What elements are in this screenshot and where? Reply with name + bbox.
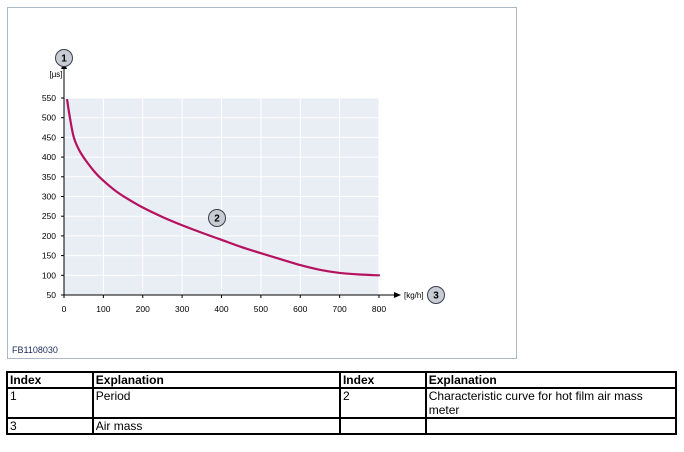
y-tick-label: 250 (42, 211, 56, 221)
table-cell: 3 (6, 417, 94, 435)
callout-label: 2 (214, 214, 220, 225)
x-tick-label: 400 (214, 304, 228, 314)
y-tick-label: 500 (42, 113, 56, 123)
y-tick-label: 150 (42, 251, 56, 261)
header-explanation-2: Explanation (424, 371, 678, 389)
x-tick-label: 500 (254, 304, 268, 314)
y-axis-label: [µs] (49, 70, 62, 79)
callout-x-axis: 3 (427, 286, 445, 304)
y-tick-label: 200 (42, 231, 56, 241)
table-cell: Period (91, 387, 341, 419)
y-tick-label: 350 (42, 172, 56, 182)
x-axis-label: [kg/h] (404, 291, 424, 300)
header-index-1: Index (6, 371, 94, 389)
x-tick-label: 300 (175, 304, 189, 314)
callout-curve: 2 (208, 209, 226, 227)
callout-circle (55, 49, 73, 67)
x-tick-label: 0 (62, 304, 67, 314)
x-tick-label: 200 (136, 304, 150, 314)
x-axis-arrow (394, 292, 401, 298)
header-index-2: Index (338, 371, 427, 389)
x-tick-label: 700 (333, 304, 347, 314)
table-cell: Characteristic curve for hot film air ma… (424, 387, 678, 419)
y-tick-label: 50 (47, 290, 57, 300)
x-tick-label: 100 (96, 304, 110, 314)
callout-circle (427, 286, 445, 304)
chart: 0 100 200 300 400 500 600 700 800550500450400350… (42, 49, 445, 314)
legend-table: Index Explanation Index Explanation 1 Pe… (6, 371, 678, 435)
table-header-row: Index Explanation Index Explanation (6, 371, 678, 389)
table-cell (424, 417, 678, 435)
y-tick-label: 450 (42, 132, 56, 142)
table-cell: 2 (338, 387, 427, 419)
callout-circle (208, 209, 226, 227)
figure-id: FB1108030 (12, 345, 58, 355)
table-cell: 1 (6, 387, 94, 419)
callout-y-axis: 1 (55, 49, 73, 67)
x-tick-label: 600 (293, 304, 307, 314)
table-cell: Air mass (91, 417, 341, 435)
table-cell (338, 417, 427, 435)
table-row: 3 Air mass (6, 417, 678, 435)
callout-label: 3 (433, 291, 439, 302)
x-tick-label: 800 (372, 304, 386, 314)
series-line (66, 98, 381, 277)
table-row: 1 Period 2 Characteristic curve for hot … (6, 387, 678, 419)
header-explanation-1: Explanation (91, 371, 341, 389)
callout-label: 1 (61, 54, 67, 65)
y-tick-label: 100 (42, 270, 56, 280)
y-tick-label: 550 (42, 93, 56, 103)
y-tick-label: 300 (42, 192, 56, 202)
y-tick-label: 400 (42, 152, 56, 162)
